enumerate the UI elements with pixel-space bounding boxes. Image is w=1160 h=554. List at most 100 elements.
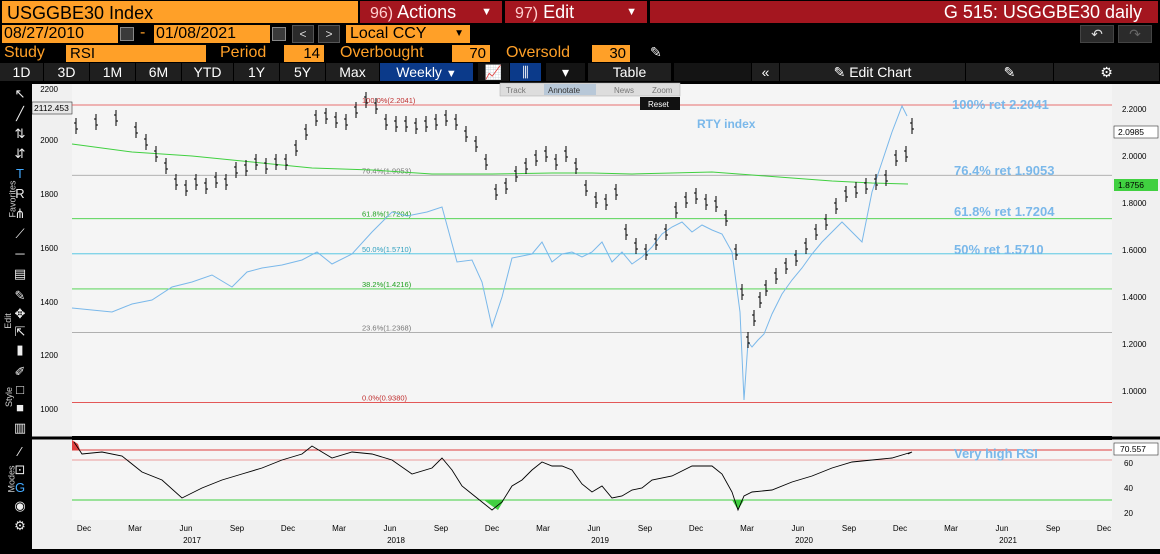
settings-icon[interactable]: ⚙ [14,518,26,533]
fill-icon[interactable]: ■ [16,400,24,415]
right-tick: 1.4000 [1122,293,1147,302]
brush-icon[interactable]: ✐ [14,364,26,379]
collapse-icon[interactable]: « [752,63,780,81]
left-tick: 2200 [40,85,58,94]
period-label: Period [220,44,267,61]
bar-chart-icon[interactable]: ⫼ [510,63,542,81]
x-month-label: Dec [893,524,907,533]
fib-tool-icon[interactable]: ⇅ [14,126,26,141]
left-tick: 1800 [40,190,58,199]
right-tick: 1.6000 [1122,246,1147,255]
x-month-label: Mar [332,524,346,533]
left-tick: 2000 [40,136,58,145]
fib-label: 61.8%(1.7204) [362,210,412,219]
period-input[interactable]: 14 [284,45,324,62]
cycle-icon[interactable]: G [14,480,26,495]
undo-icon[interactable]: ↶ [1080,25,1114,43]
fib-note: 50% ret 1.5710 [954,242,1044,257]
horizontal-line-icon[interactable]: ─ [15,246,25,261]
pencil-icon[interactable]: ✎ [650,44,662,60]
end-date-input[interactable]: 01/08/2021 [154,25,270,43]
overbought-label: Overbought [340,44,424,61]
tab-5y[interactable]: 5Y [280,63,326,81]
x-year-label: 2019 [591,536,609,545]
tab-1m[interactable]: 1M [90,63,136,81]
frequency-value: Weekly [396,64,442,80]
chart-type-dropdown-icon[interactable]: ▾ [546,63,586,81]
crosshair-icon[interactable]: ⁄ [18,444,22,459]
select-icon[interactable]: ⇱ [14,324,26,339]
rsi-oversold-fill [484,500,504,510]
edit-label: Edit [543,2,575,22]
text-tool-icon[interactable]: T [16,166,24,181]
tab-1y[interactable]: 1Y [234,63,280,81]
move-icon[interactable]: ✥ [14,306,26,321]
chart-svg[interactable]: 2200 2000 1800 1600 1400 1200 1000 2112.… [31,82,1160,549]
redo-icon[interactable]: ↷ [1118,25,1152,43]
chart-area[interactable]: 2200 2000 1800 1600 1400 1200 1000 2112.… [31,82,1160,549]
color-icon[interactable]: ◉ [14,498,26,513]
tab-6m[interactable]: 6M [136,63,182,81]
retracement-icon[interactable]: R [15,186,25,201]
square-icon[interactable]: □ [16,382,24,397]
tab-1d[interactable]: 1D [0,63,44,81]
tab-3d[interactable]: 3D [44,63,90,81]
magnet-icon[interactable]: ⊡ [14,462,26,477]
x-month-label: Sep [638,524,653,533]
x-month-label: Mar [536,524,550,533]
x-year-label: 2021 [999,536,1017,545]
line-tool-icon[interactable]: ╱ [16,106,24,121]
left-last-badge [31,101,73,115]
reset-button-bg[interactable] [640,97,680,110]
oversold-input[interactable]: 30 [592,45,630,62]
fib-fan-icon[interactable]: ⇵ [14,146,26,161]
tab-ytd[interactable]: YTD [182,63,234,81]
prev-arrow-icon[interactable]: < [292,25,314,43]
rsi-last-badge [1113,442,1159,456]
x-year-label: 2018 [387,536,405,545]
left-last-value: 2112.453 [34,103,69,113]
calendar-icon[interactable] [272,27,286,41]
reset-button[interactable]: Reset [648,100,670,109]
rty-index-line [71,104,908,401]
gear-icon[interactable]: ⚙ [1054,63,1160,81]
spacer [674,63,752,81]
x-month-label: Sep [230,524,245,533]
zoom-button[interactable]: Zoom [652,86,673,95]
edit-chart-button[interactable]: ✎ Edit Chart [780,63,966,81]
x-month-label: Mar [944,524,958,533]
actions-menu[interactable]: 96) Actions ▼ [360,1,502,23]
currency-select[interactable]: Local CCY ▼ [346,25,470,43]
start-date-input[interactable]: 08/27/2010 [2,25,118,43]
pen-icon[interactable]: ✎ [14,288,26,303]
study-input[interactable]: RSI [66,45,206,62]
tab-max[interactable]: Max [326,63,380,81]
fib-label: 0.0%(0.9380) [362,394,408,403]
annotate-button[interactable]: Annotate [548,86,581,95]
edit-menu[interactable]: 97) Edit ▼ [505,1,647,23]
chevron-down-icon: ▼ [454,28,464,39]
track-button[interactable]: Track [506,86,527,95]
chart-title: G 515: USGGBE30 daily [650,1,1158,23]
timeframe-tabs: 1D 3D 1M 6M YTD 1Y 5Y Max Weekly ▼ 📈 ⫼ ▾… [0,63,1160,81]
fib-note: 76.4% ret 1.9053 [954,163,1054,178]
table-button[interactable]: Table [588,63,672,81]
pitchfork-icon[interactable]: ⋔ [14,206,26,221]
calendar-icon[interactable] [120,27,134,41]
frequency-select[interactable]: Weekly ▼ [380,63,474,81]
news-button[interactable]: News [614,86,634,95]
style-icon[interactable]: ▥ [13,420,27,435]
cursor-icon[interactable]: ↖ [14,86,26,101]
right-tick: 1.2000 [1122,340,1147,349]
overbought-input[interactable]: 70 [452,45,490,62]
trendline-icon[interactable]: ⟋ [15,226,25,241]
date-range-bar: 08/27/2010 - 01/08/2021 < > Local CCY ▼ … [0,24,1160,44]
ticker-field[interactable]: USGGBE30 Index [2,1,358,23]
x-month-label: Sep [1046,524,1061,533]
line-chart-icon[interactable]: 📈 [478,63,510,81]
channel-icon[interactable]: ▤ [13,266,27,281]
edit-number: 97) [515,5,539,22]
delete-icon[interactable]: ▮ [16,342,24,357]
next-arrow-icon[interactable]: > [318,25,340,43]
annotate-tool-icon[interactable]: ✎ [966,63,1054,81]
